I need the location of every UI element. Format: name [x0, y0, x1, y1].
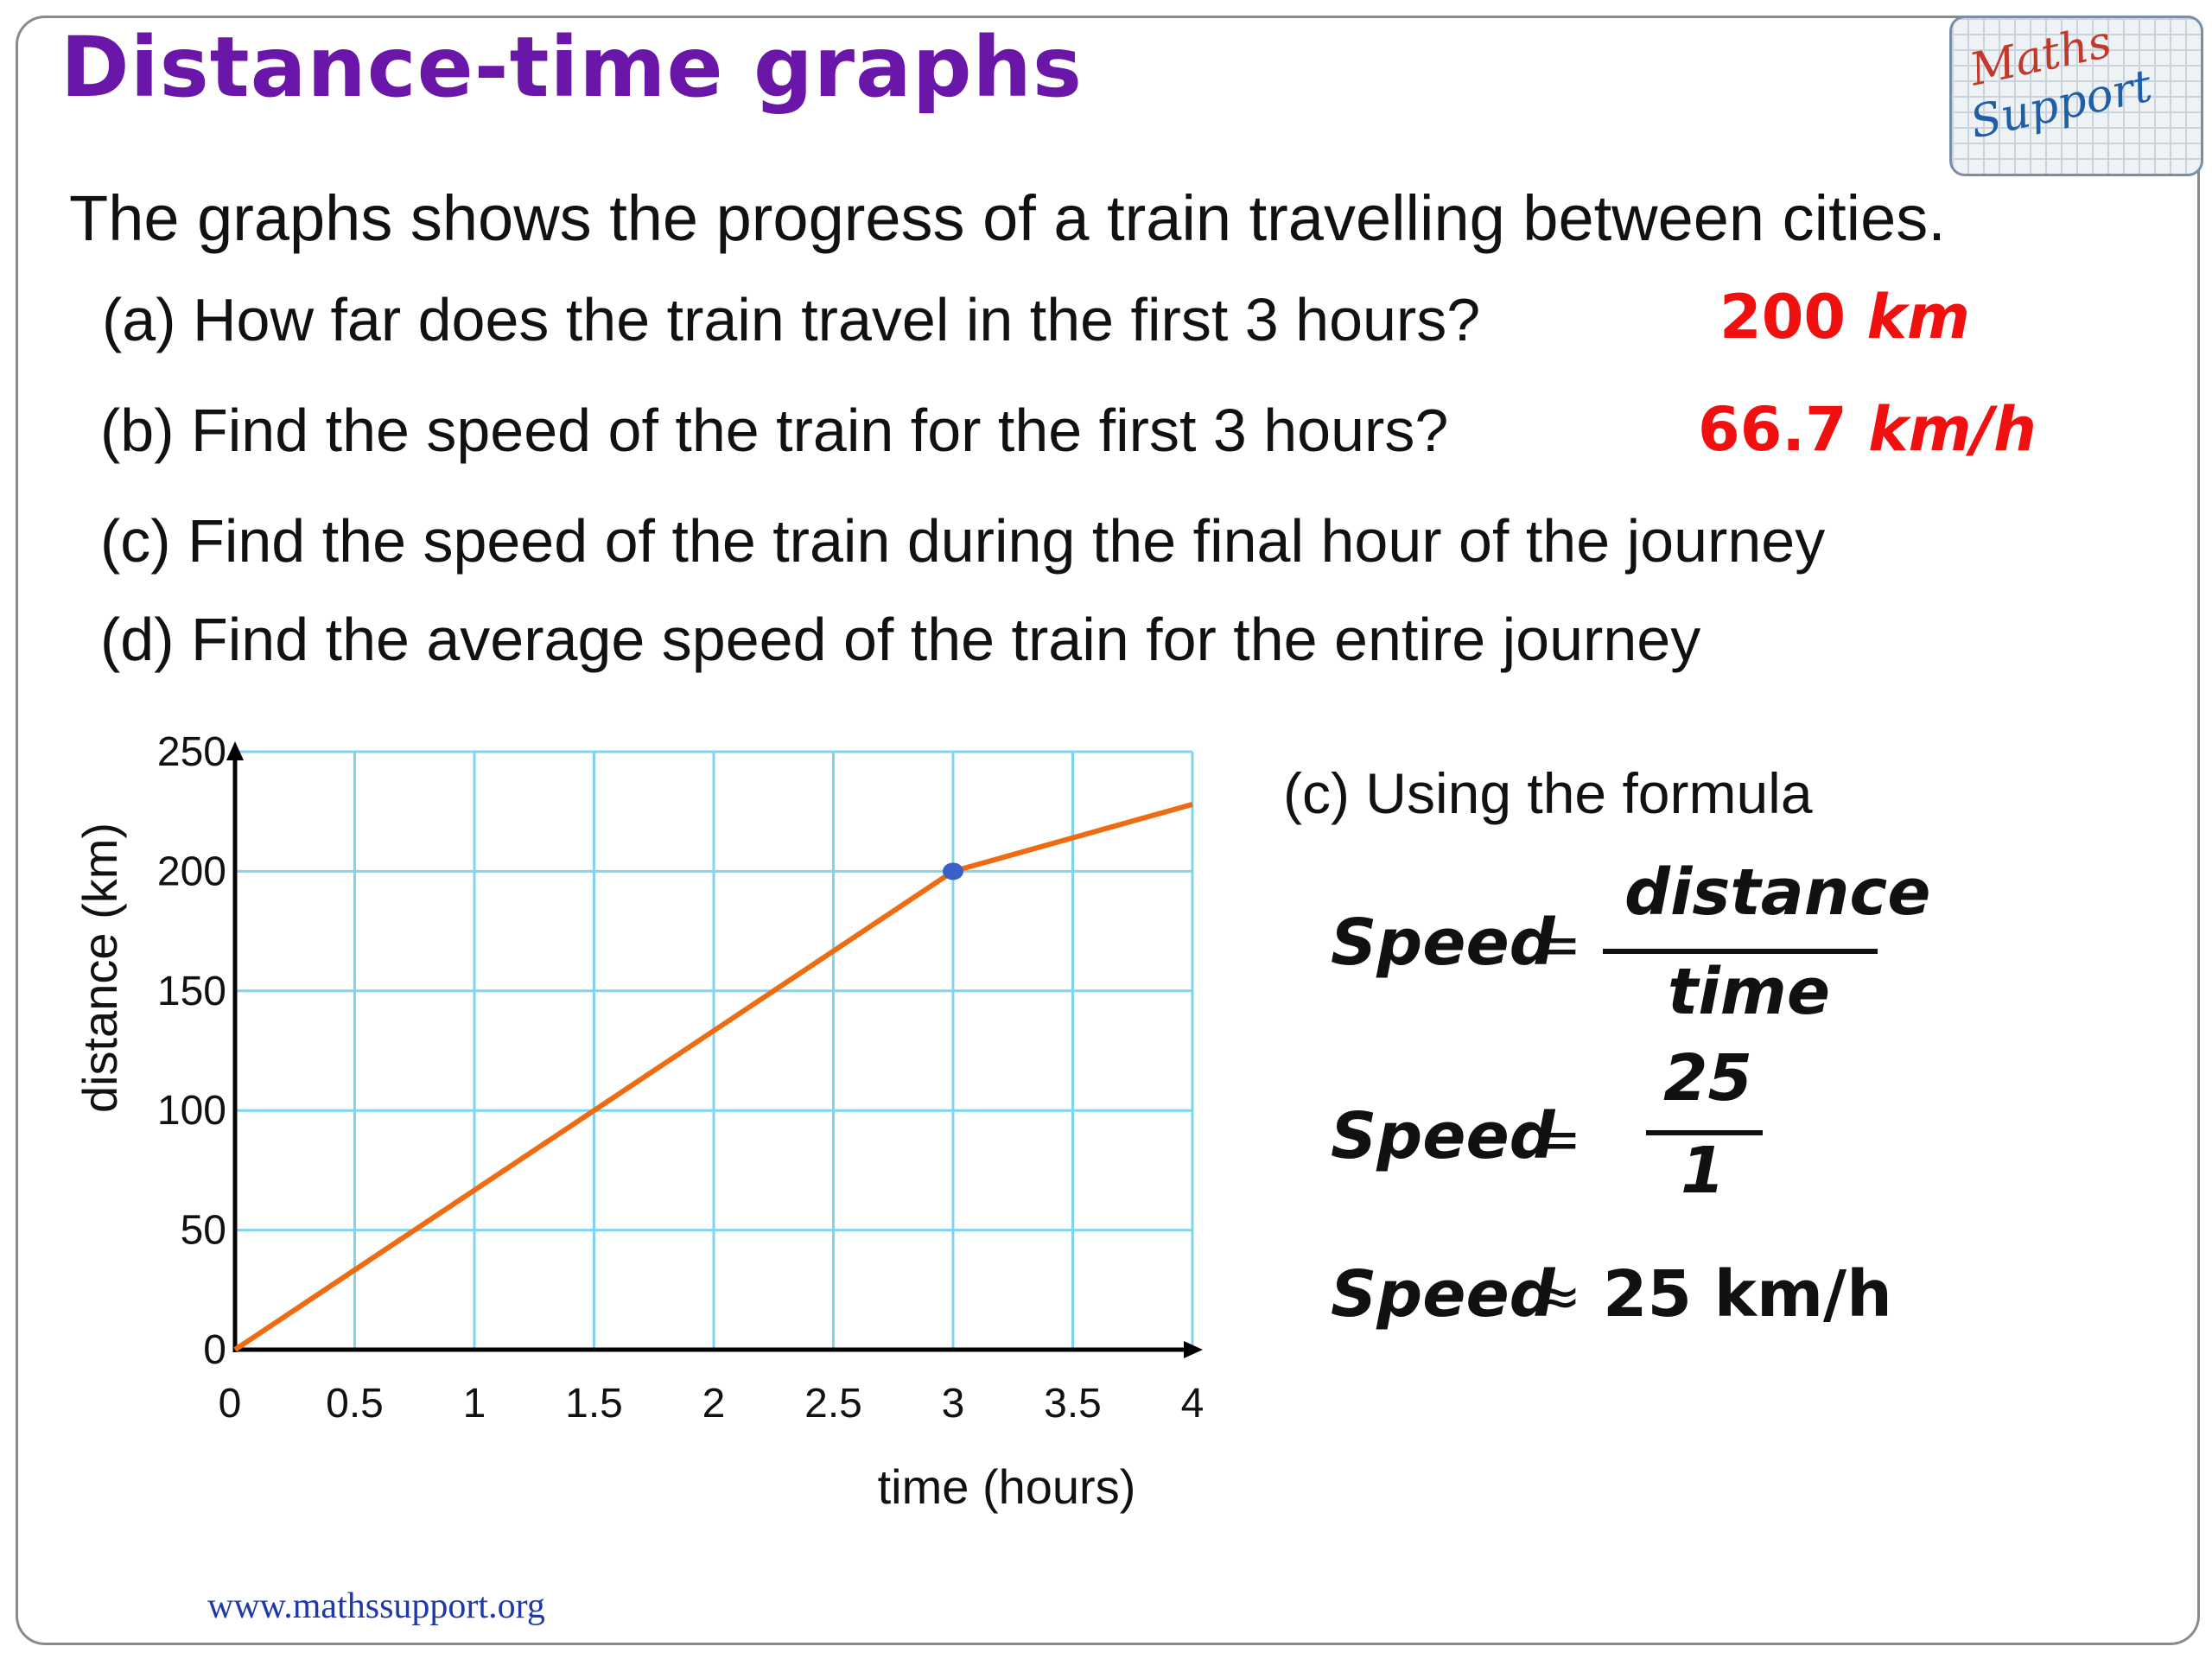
x-tick-label: 3.5: [1044, 1381, 1102, 1427]
formula-denominator-time: time: [1668, 955, 1831, 1029]
x-axis-label: time (hours): [878, 1459, 1136, 1514]
x-tick-label: 3: [942, 1381, 965, 1427]
formula-equals-2: =: [1534, 1106, 1582, 1173]
x-tick-label: 0.5: [326, 1381, 384, 1427]
distance-time-chart: 0 0.5 1 1.5 2 2.5 3 3.5 4 0 50 100 150 200 250 time (h…: [73, 729, 1204, 1514]
y-tick-label: 100: [157, 1088, 226, 1134]
formula-equals-1: =: [1534, 912, 1582, 978]
question-c: (c) Find the speed of the train during t…: [100, 507, 1826, 575]
x-tick-label: 1.5: [565, 1381, 623, 1427]
chart-series: [233, 802, 1193, 1352]
y-tick-label: 0: [203, 1327, 226, 1373]
question-d: (d) Find the average speed of the train …: [100, 606, 1701, 673]
formula-speed-label-2: Speed: [1331, 1099, 1555, 1173]
fraction-bar-1: [1603, 949, 1878, 954]
working-heading: (c) Using the formula: [1283, 761, 1813, 825]
y-tick-label: 250: [157, 729, 226, 775]
x-tick-label: 1: [463, 1381, 486, 1427]
intro-text: The graphs shows the progress of a train…: [69, 182, 1946, 254]
formula-approx: ≈: [1534, 1263, 1582, 1330]
formula-speed-label-1: Speed: [1331, 906, 1555, 980]
formula-denominator-1: 1: [1681, 1134, 1726, 1208]
formula-speed-label-3: Speed: [1331, 1257, 1555, 1332]
chart-grid: [235, 750, 1194, 1350]
y-axis-arrow-icon: [226, 741, 244, 760]
answer-b-unit: km/h: [1868, 394, 2037, 465]
answer-b-value: 66.7: [1698, 394, 1847, 465]
y-tick-label: 200: [157, 849, 226, 894]
x-tick-label: 0: [219, 1381, 242, 1427]
question-b: (b) Find the speed of the train for the …: [100, 397, 1449, 464]
highlight-point: [943, 862, 963, 880]
fraction-bar-2: [1646, 1130, 1763, 1135]
chart-axes: [226, 741, 1203, 1358]
y-tick-label: 50: [181, 1208, 226, 1254]
page-title: Distance-time graphs: [60, 19, 1084, 116]
y-tick-label: 150: [157, 969, 226, 1014]
x-tick-label: 4: [1181, 1381, 1205, 1427]
answer-a-unit: km: [1866, 282, 1971, 353]
x-tick-label: 2: [702, 1381, 726, 1427]
formula-numerator-25: 25: [1663, 1041, 1752, 1116]
y-axis-label: distance (km): [73, 823, 127, 1113]
formula-numerator-distance: distance: [1624, 855, 1931, 930]
formula-result: 25 km/h: [1603, 1257, 1892, 1332]
chart-tick-labels: 0 0.5 1 1.5 2 2.5 3 3.5 4 0 50 100 150 200 250: [157, 729, 1204, 1427]
answer-b: 66.7 km/h: [1698, 394, 2037, 465]
maths-support-logo[interactable]: Maths Support: [1949, 16, 2203, 176]
x-tick-label: 2.5: [804, 1381, 862, 1427]
x-axis-arrow-icon: [1184, 1341, 1203, 1358]
answer-a-value: 200: [1719, 282, 1847, 353]
answer-a: 200 km: [1719, 282, 1970, 353]
question-a: (a) How far does the train travel in the…: [102, 286, 1481, 353]
footer-website-link[interactable]: www.mathssupport.org: [207, 1586, 545, 1626]
